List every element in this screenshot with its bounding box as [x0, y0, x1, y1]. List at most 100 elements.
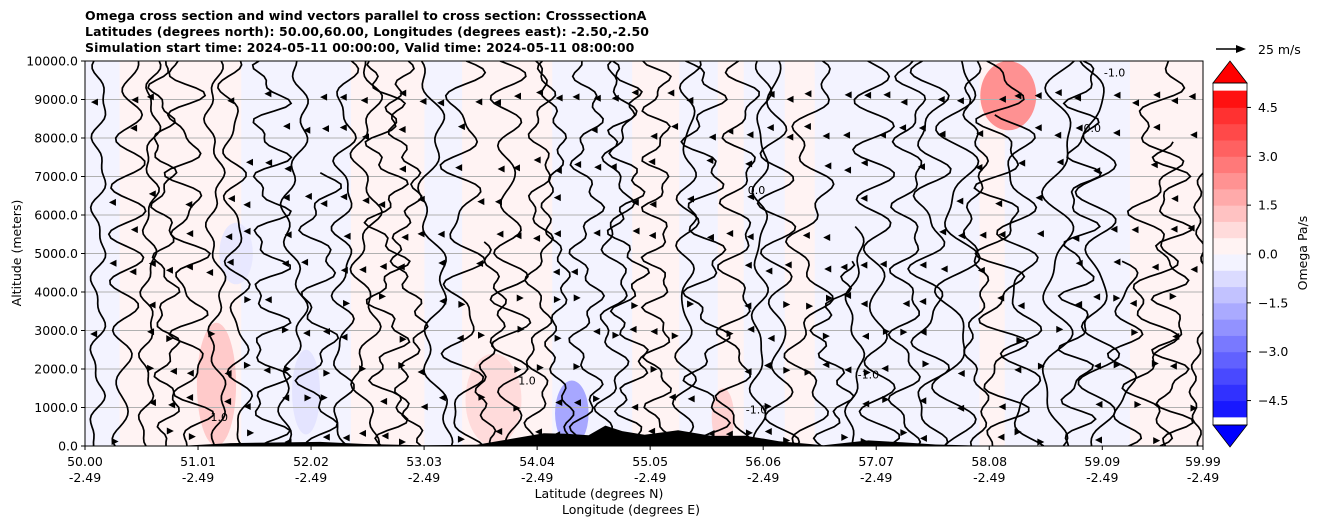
wind-vector-arrow — [553, 295, 561, 303]
wind-vector-arrow — [380, 397, 388, 405]
wind-vector-arrow — [475, 98, 483, 106]
wind-vector-arrow — [844, 166, 852, 174]
wind-vector-arrow — [264, 296, 272, 304]
wind-vector-arrow — [439, 297, 447, 305]
wind-vector-arrow — [824, 162, 832, 170]
x-tick-label-latitude: 55.05 — [632, 454, 668, 469]
wind-vector-arrow — [437, 230, 445, 238]
wind-vector-arrow — [1153, 91, 1161, 99]
wind-vector-arrow — [1151, 263, 1159, 271]
omega-contour-line — [417, 61, 454, 446]
colorbar-extend-min — [1212, 424, 1248, 448]
wind-vector-arrow — [900, 98, 908, 106]
colorbar-segment — [1213, 351, 1247, 369]
wind-vector-arrow — [570, 268, 578, 276]
wind-vector-arrow — [881, 365, 889, 373]
wind-vector-arrow — [878, 131, 886, 139]
wind-vector-arrow — [1113, 129, 1121, 137]
wind-vector-arrow — [1131, 226, 1139, 234]
wind-vector-arrow — [668, 393, 676, 401]
wind-vector-arrow — [882, 395, 890, 403]
y-tick-label: 1000.0 — [34, 400, 78, 415]
wind-vector-arrow — [109, 259, 117, 267]
wind-vector-arrow — [593, 94, 601, 102]
wind-vector-arrow — [301, 258, 309, 266]
colorbar-segment — [1213, 302, 1247, 320]
wind-vector-arrow — [166, 335, 174, 343]
x-tick-label-latitude: 57.07 — [858, 454, 894, 469]
wind-vector-arrow — [1169, 362, 1177, 370]
omega-contour-line — [1150, 141, 1194, 446]
wind-vector-arrow — [320, 93, 328, 101]
wind-vector-arrow — [1037, 438, 1045, 446]
contour-label: -1.0 — [858, 369, 879, 382]
omega-contour-line — [714, 61, 760, 446]
wind-vector-arrow — [1036, 230, 1044, 238]
wind-vector-arrow — [399, 89, 407, 97]
wind-vector-arrow — [764, 361, 772, 369]
omega-contour-line — [1121, 61, 1186, 446]
wind-vector-arrow — [648, 158, 656, 166]
omega-contour-line — [756, 61, 801, 446]
wind-vector-arrow — [826, 294, 834, 302]
wind-vector-arrow — [398, 165, 406, 173]
wind-vector-arrow — [939, 228, 947, 236]
wind-vector-arrow — [707, 430, 715, 438]
wind-vector-arrow — [764, 428, 772, 436]
omega-contour-line — [887, 61, 927, 446]
wind-vector-arrow — [860, 261, 868, 269]
terrain-silhouette — [85, 425, 1203, 446]
wind-vector-arrow — [1035, 194, 1043, 202]
omega-contour-line — [748, 61, 773, 446]
wind-vector-arrow — [397, 263, 405, 271]
contour-label: 0.0 — [748, 184, 766, 197]
wind-vector-arrow — [148, 190, 156, 198]
wind-vector-arrow — [514, 232, 522, 240]
omega-contour-line — [294, 171, 342, 446]
wind-vector-arrow — [919, 261, 927, 269]
wind-vector-arrow — [844, 292, 852, 300]
wind-vector-arrow — [536, 89, 544, 97]
wind-vector-arrow — [919, 297, 927, 305]
wind-vector-arrow — [265, 159, 273, 167]
wind-vector-arrow — [379, 263, 387, 271]
colorbar-tick-label: 0.0 — [1258, 247, 1278, 262]
wind-vector-arrow — [417, 195, 425, 203]
wind-vector-arrow — [861, 332, 869, 340]
wind-vector-arrow — [361, 133, 369, 141]
x-tick-label-longitude: -2.49 — [521, 470, 553, 485]
wind-vector-arrow — [804, 368, 812, 376]
y-tick-label: 8000.0 — [34, 131, 78, 146]
omega-shaded-region — [465, 353, 522, 446]
omega-contour-line — [384, 61, 429, 446]
omega-contour-line — [439, 61, 487, 446]
wind-vector-arrow — [631, 302, 639, 310]
wind-vector-arrow — [629, 325, 637, 333]
wind-vector-arrow — [146, 93, 154, 101]
wind-vector-arrow — [281, 260, 289, 268]
wind-vector-arrow — [282, 394, 290, 402]
colorbar-extend-max — [1212, 60, 1248, 84]
wind-vector-arrow — [417, 230, 425, 238]
wind-vector-arrow — [998, 95, 1006, 103]
wind-vector-arrow — [1153, 437, 1161, 445]
wind-vector-arrow — [166, 427, 174, 435]
omega-shaded-region — [555, 380, 589, 446]
omega-contour-line — [671, 61, 702, 446]
wind-vector-arrow — [1072, 234, 1080, 242]
wind-vector-arrow — [1075, 259, 1083, 267]
y-tick-label: 7000.0 — [34, 169, 78, 184]
omega-contour-line — [809, 260, 856, 446]
wind-vector-arrow — [457, 123, 465, 131]
colorbar-segment — [1213, 237, 1247, 255]
wind-vector-arrow — [593, 395, 601, 403]
wind-vector-arrow — [321, 125, 329, 133]
wind-vector-arrow — [208, 330, 216, 338]
x-tick-label-latitude: 51.01 — [180, 454, 216, 469]
wind-vector-arrow — [188, 433, 196, 441]
colorbar-tick-label: −4.5 — [1258, 393, 1288, 408]
contour-label: -1.0 — [1104, 66, 1125, 79]
wind-vector-arrow — [650, 132, 658, 140]
wind-vector-arrow — [1187, 224, 1195, 232]
